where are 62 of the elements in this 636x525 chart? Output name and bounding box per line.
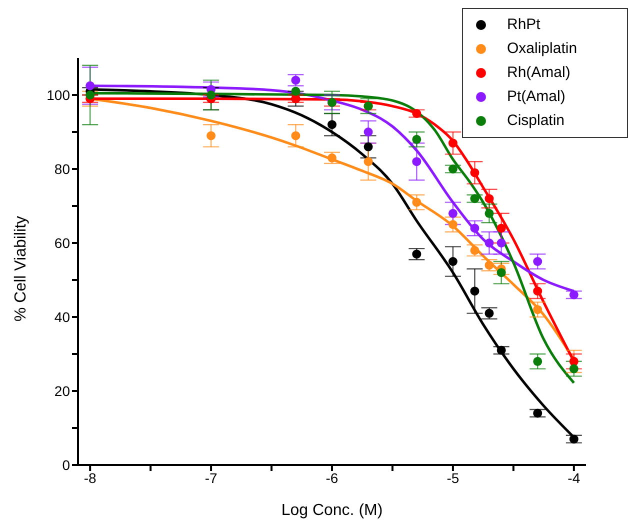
point <box>291 76 300 85</box>
y-tick-label: 60 <box>54 234 70 251</box>
point <box>86 90 95 100</box>
point <box>412 109 422 118</box>
y-tick-label: 100 <box>46 86 70 103</box>
point <box>533 257 542 266</box>
point <box>328 120 336 130</box>
point <box>484 260 494 270</box>
point <box>86 81 95 90</box>
point <box>533 286 542 296</box>
x-axis-title: Log Conc. (M) <box>281 502 383 519</box>
point <box>412 250 422 259</box>
point <box>484 194 494 204</box>
y-axis-title: % Cell Viability <box>12 216 30 322</box>
point <box>533 305 542 314</box>
y-tick-label: 20 <box>54 382 70 399</box>
x-tick-label: -5 <box>446 470 460 486</box>
legend-label: Rh(Amal) <box>507 63 570 83</box>
point <box>470 224 480 233</box>
x-tick-label: -7 <box>204 470 218 486</box>
point <box>412 157 422 166</box>
point <box>533 408 542 418</box>
point <box>569 290 578 300</box>
point <box>496 268 506 278</box>
point <box>448 138 458 148</box>
x-tick-label: -8 <box>84 470 97 486</box>
point <box>470 286 480 296</box>
point <box>533 356 542 366</box>
point <box>448 164 458 174</box>
point <box>291 86 300 96</box>
legend-label: Pt(Amal) <box>507 87 566 107</box>
point <box>569 364 578 374</box>
point <box>496 224 506 233</box>
point <box>470 168 480 178</box>
point <box>470 246 480 255</box>
legend-label: RhPt <box>507 15 540 35</box>
point <box>484 238 494 248</box>
point <box>496 238 506 248</box>
y-tick-label: 0 <box>62 456 70 473</box>
point <box>470 194 480 204</box>
point <box>484 208 494 218</box>
point <box>206 131 216 140</box>
point <box>496 346 506 355</box>
point <box>364 157 373 166</box>
x-tick-label: -4 <box>568 470 580 486</box>
point <box>448 257 458 266</box>
y-tick-label: 80 <box>54 160 70 177</box>
point <box>412 198 422 207</box>
legend-label: Cisplatin <box>507 111 565 131</box>
point <box>206 90 216 100</box>
point <box>484 308 494 318</box>
x-tick-label: -6 <box>326 470 338 486</box>
point <box>328 153 336 162</box>
point <box>364 128 373 136</box>
y-tick-label: 40 <box>54 308 70 325</box>
point <box>448 220 458 229</box>
point <box>364 142 373 152</box>
point <box>412 134 422 144</box>
legend-label: Oxaliplatin <box>507 39 578 59</box>
point <box>448 208 458 218</box>
point <box>291 131 300 140</box>
point <box>569 434 578 444</box>
